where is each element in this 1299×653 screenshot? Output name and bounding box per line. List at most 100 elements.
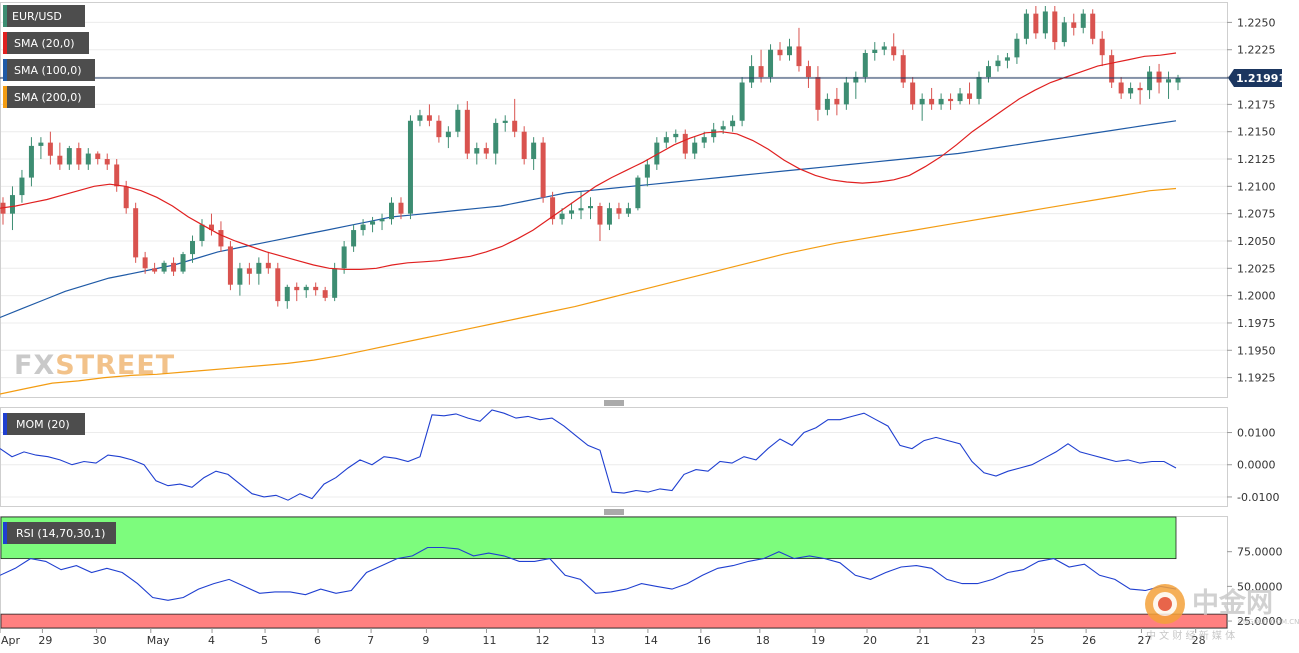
candle-body-down bbox=[246, 268, 252, 274]
rsi-y-tick-label: 25.0000 bbox=[1237, 615, 1283, 628]
candle-body-down bbox=[758, 66, 764, 78]
cngold-url-text: CNGOLD.COM.CN bbox=[1238, 618, 1299, 626]
x-tick-label: 20 bbox=[863, 634, 877, 647]
candle-body-up bbox=[786, 46, 792, 56]
legend-eurusd[interactable]: EUR/USD bbox=[3, 5, 85, 27]
candle-body-down bbox=[929, 98, 935, 105]
candle-body-up bbox=[853, 77, 859, 83]
mom-y-tick-label: -0.0100 bbox=[1237, 491, 1279, 504]
legend-sma100[interactable]: SMA (100,0) bbox=[3, 59, 95, 81]
legend-sma20[interactable]: SMA (20,0) bbox=[3, 32, 89, 54]
candle-body-down bbox=[796, 46, 802, 67]
candle-body-up bbox=[199, 224, 205, 241]
candle-body-up bbox=[720, 126, 726, 130]
legend-mom[interactable]: MOM (20) bbox=[3, 413, 85, 435]
candle-body-down bbox=[900, 55, 906, 83]
candle-body-up bbox=[872, 49, 878, 53]
candle-body-up bbox=[360, 224, 366, 231]
sma100-line-group bbox=[0, 120, 1177, 319]
candle-body-down bbox=[805, 66, 811, 78]
main-y-tick-label: 1.2150 bbox=[1237, 126, 1276, 139]
candle-body-down bbox=[616, 208, 622, 214]
mom-y-tick-label: 0.0100 bbox=[1237, 427, 1276, 440]
legend-symbol-label: EUR/USD bbox=[12, 10, 62, 23]
main-gridlines bbox=[1, 21, 1227, 379]
x-tick-label: 18 bbox=[756, 634, 770, 647]
candle-body-down bbox=[313, 286, 319, 291]
candle-body-up bbox=[28, 145, 34, 178]
candle-body-up bbox=[161, 262, 167, 272]
x-tick-label: 6 bbox=[314, 634, 321, 647]
x-tick-label: 9 bbox=[422, 634, 429, 647]
candle-body-up bbox=[739, 82, 745, 121]
panel-splitter-1[interactable] bbox=[604, 400, 624, 406]
candle-body-down bbox=[171, 262, 177, 272]
candle-body-down bbox=[123, 186, 129, 209]
candle-body-up bbox=[256, 262, 262, 274]
panel-splitter-2[interactable] bbox=[604, 509, 624, 515]
candle-body-down bbox=[1052, 11, 1058, 43]
x-tick-label: 29 bbox=[38, 634, 52, 647]
candle-body-down bbox=[208, 224, 214, 231]
rsi-line-group bbox=[0, 546, 1177, 601]
cngold-subtitle-text: 中 文 财 经 新 媒 体 bbox=[1146, 629, 1235, 642]
x-tick-label: Apr bbox=[1, 634, 21, 647]
candle-body-up bbox=[190, 240, 196, 255]
candle-body-down bbox=[1118, 82, 1124, 94]
mom-line-group bbox=[0, 409, 1177, 501]
candle-body-up bbox=[493, 122, 499, 154]
candle-body-up bbox=[85, 153, 91, 165]
sma20-line-group bbox=[0, 52, 1177, 270]
candle-body-down bbox=[152, 268, 158, 272]
x-tick-label: 5 bbox=[261, 634, 268, 647]
candle-body-up bbox=[938, 98, 944, 105]
rsi-bands bbox=[0, 516, 1228, 629]
candle-body-up bbox=[389, 202, 395, 220]
candle-body-up bbox=[559, 213, 565, 220]
legend-rsi-label: RSI (14,70,30,1) bbox=[16, 527, 105, 540]
candle-body-up bbox=[531, 142, 537, 160]
legend-rsi[interactable]: RSI (14,70,30,1) bbox=[3, 522, 116, 544]
candle-body-up bbox=[445, 131, 451, 138]
x-tick-label: 16 bbox=[697, 634, 711, 647]
main-y-tick-label: 1.1975 bbox=[1237, 317, 1276, 330]
candle-body-down bbox=[1090, 13, 1096, 39]
candle-body-down bbox=[133, 208, 139, 258]
cngold-logo-text: 中金网 bbox=[1192, 587, 1273, 619]
candle-body-up bbox=[455, 109, 461, 132]
x-axis: Apr 29 30 May 4 5 6 7 9 11 12 13 14 16 18 19 20 21 23 25 26 2… bbox=[0, 628, 1206, 647]
candle-body-down bbox=[834, 98, 840, 105]
candle-body-down bbox=[512, 120, 518, 132]
candle-body-down bbox=[1033, 13, 1039, 34]
candle-body-up bbox=[569, 210, 575, 214]
candle-body-up bbox=[1014, 38, 1020, 58]
sma200-line bbox=[0, 187, 1177, 395]
candle-body-up bbox=[824, 98, 830, 110]
candle-body-down bbox=[1156, 71, 1162, 83]
sma100-line bbox=[0, 120, 1177, 319]
x-tick-label: 13 bbox=[591, 634, 605, 647]
x-tick-label: 28 bbox=[1192, 634, 1206, 647]
main-y-tick-label: 1.1925 bbox=[1237, 372, 1276, 385]
candle-body-up bbox=[284, 286, 290, 302]
legend-sma200[interactable]: SMA (200,0) bbox=[3, 86, 95, 108]
candle-body-down bbox=[76, 148, 82, 165]
candle-body-down bbox=[910, 82, 916, 105]
candle-body-up bbox=[1061, 22, 1067, 43]
candle-body-down bbox=[95, 153, 101, 160]
candle-body-down bbox=[948, 98, 954, 102]
candle-body-up bbox=[843, 82, 849, 105]
candle-body-up bbox=[1080, 13, 1086, 28]
candle-body-up bbox=[957, 93, 963, 102]
candle-body-up bbox=[1004, 57, 1010, 61]
x-tick-label: 27 bbox=[1137, 634, 1151, 647]
candle-body-up bbox=[417, 115, 423, 121]
candle-body-up bbox=[654, 142, 660, 165]
candle-body-up bbox=[644, 164, 650, 178]
candlesticks bbox=[0, 6, 1181, 309]
main-y-tick-label: 1.2125 bbox=[1237, 153, 1276, 166]
candle-body-down bbox=[142, 257, 148, 269]
candle-body-down bbox=[815, 77, 821, 110]
candle-body-up bbox=[578, 208, 584, 211]
main-y-tick-label: 1.2025 bbox=[1237, 262, 1276, 275]
